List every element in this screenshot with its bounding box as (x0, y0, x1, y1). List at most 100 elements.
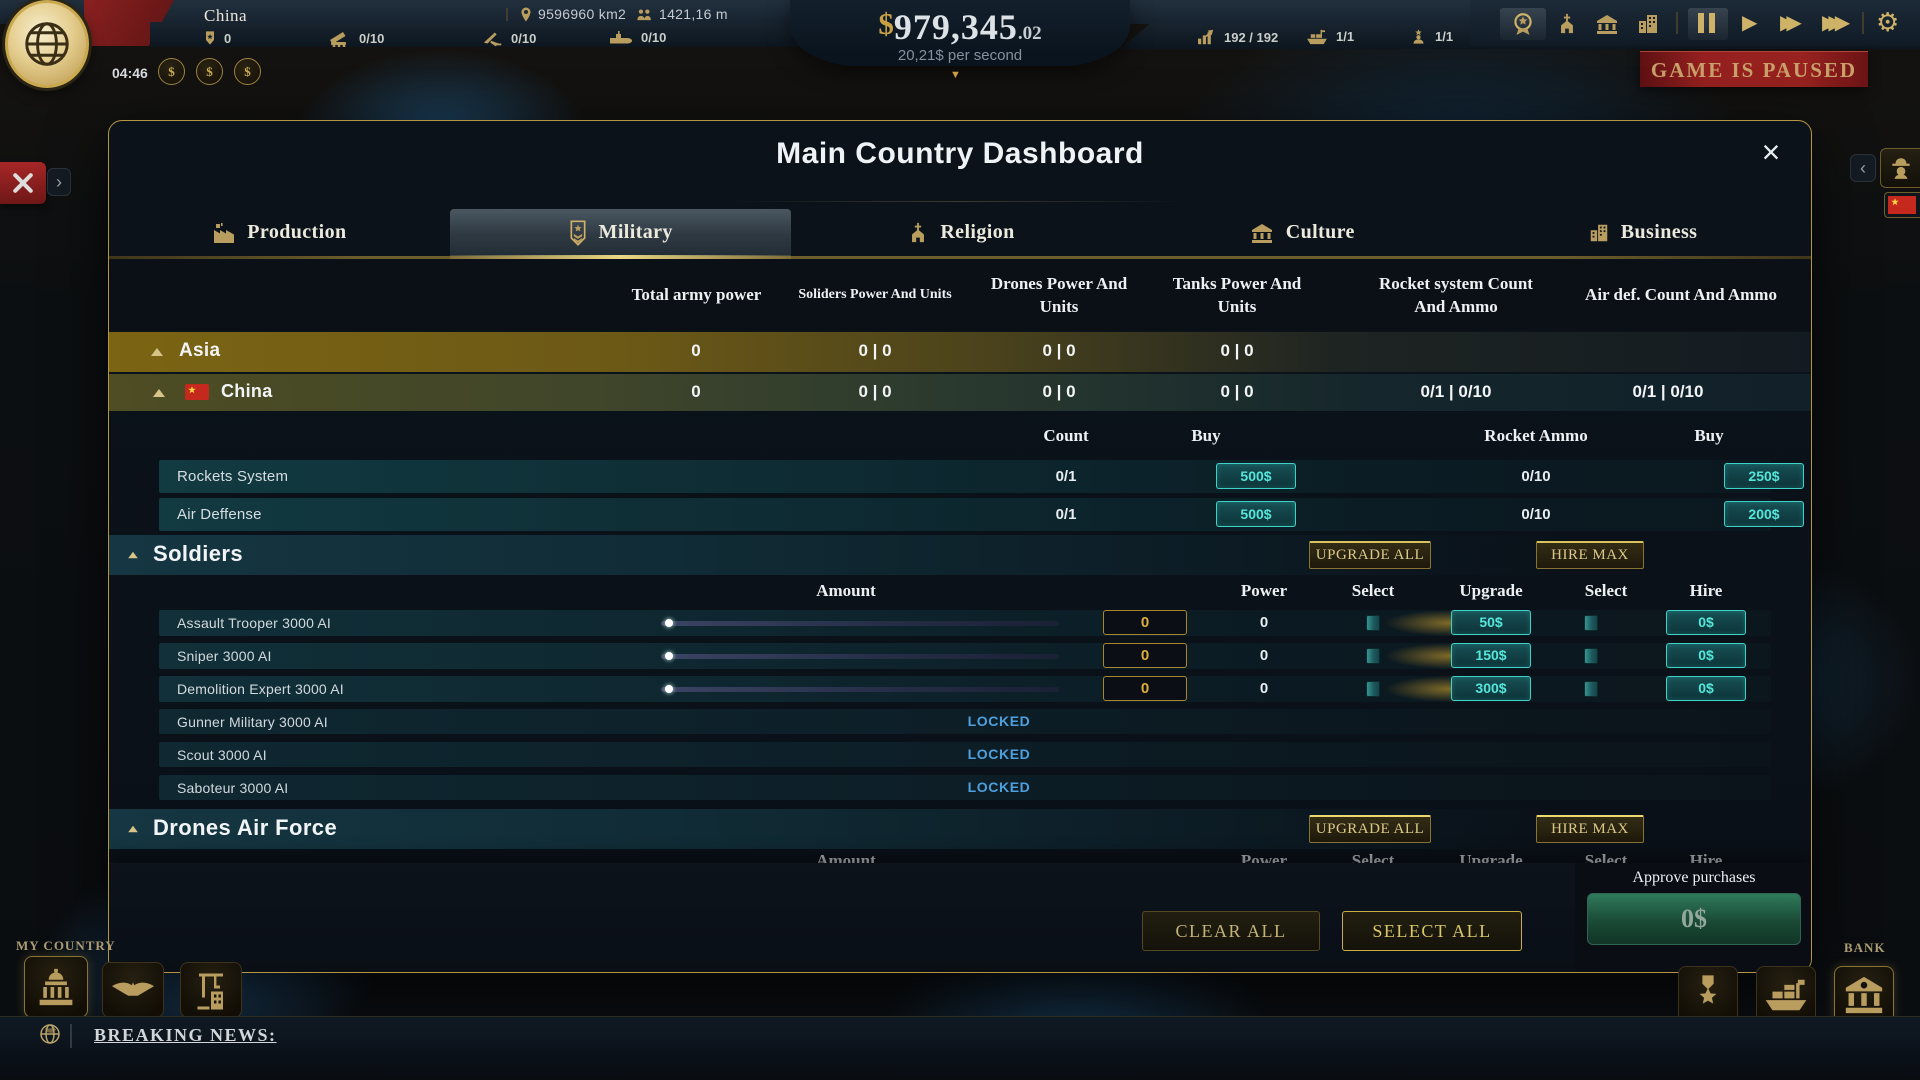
unit-name: Assault Trooper 3000 AI (177, 615, 332, 631)
buy-rocket-system-button[interactable]: 500$ (1216, 463, 1296, 489)
expand-left-panel-chevron[interactable]: › (47, 168, 71, 196)
table-row-air-defense: Air Deffense 0/1 500$ 0/10 200$ (159, 498, 1804, 531)
balance-amount: 979,345 (893, 7, 1018, 47)
globe-logo[interactable] (5, 0, 89, 88)
country-rocket-systems: 0/1 | 0/10 (1420, 382, 1492, 401)
awards-button[interactable] (1678, 966, 1738, 1024)
buy-air-defense-button[interactable]: 500$ (1216, 501, 1296, 527)
upgrade-all-button[interactable]: UPGRADE ALL (1309, 541, 1431, 569)
collapse-right-panel-chevron[interactable]: ‹ (1850, 154, 1876, 182)
money-bag-icon[interactable]: $ (196, 58, 223, 85)
country-flag-button[interactable] (1884, 192, 1920, 218)
upgrade-button[interactable]: 300$ (1451, 676, 1531, 701)
collapse-arrow-icon[interactable] (151, 348, 163, 356)
tab-label: Culture (1285, 221, 1355, 243)
tab-military[interactable]: Military (449, 209, 791, 256)
income-per-second: 20,21$ per second (897, 47, 1023, 64)
upgrade-button[interactable]: 50$ (1451, 610, 1531, 635)
tab-production[interactable]: Production (109, 209, 450, 256)
collapse-arrow-icon[interactable] (153, 389, 165, 397)
hire-select-checkbox[interactable] (1584, 615, 1598, 631)
business-toolbar-icon[interactable] (1636, 12, 1660, 36)
units-amount-header: Amount (816, 851, 876, 864)
growth-chart-icon (1196, 29, 1216, 45)
units-select-header: Select (1351, 581, 1395, 600)
play-speed2-button[interactable]: ▶▶ (1780, 12, 1802, 34)
amount-input[interactable]: 0 (1103, 676, 1187, 701)
slider-knob[interactable] (665, 652, 673, 660)
my-country-capitol-button[interactable] (24, 956, 88, 1018)
amount-slider[interactable] (661, 652, 1059, 660)
money-bag-icon[interactable]: $ (158, 58, 185, 85)
amount-input[interactable]: 0 (1103, 610, 1187, 635)
hire-select-checkbox[interactable] (1584, 681, 1598, 697)
upgrade-select-checkbox[interactable] (1366, 681, 1380, 697)
navy-trade-button[interactable] (1756, 966, 1816, 1024)
rocket-launcher-stat: 0/10 (328, 29, 384, 47)
approve-purchases-button[interactable]: 0$ (1587, 893, 1801, 945)
chevron-down-icon[interactable]: ▼ (950, 69, 961, 81)
trade-ships-stat: 1/1 (1306, 28, 1354, 45)
war-flag-button[interactable] (0, 162, 46, 204)
amount-slider[interactable] (661, 685, 1059, 693)
select-all-button[interactable]: SELECT ALL (1342, 911, 1522, 951)
map-pin-icon (520, 7, 532, 22)
play-speed3-button[interactable]: ▶▶▶ (1822, 12, 1850, 34)
divider (70, 1024, 72, 1048)
main-country-dashboard-modal: Main Country Dashboard × Production Mili… (108, 120, 1812, 973)
upgrade-select-checkbox[interactable] (1366, 648, 1380, 664)
units-amount-header: Amount (816, 581, 876, 600)
religion-toolbar-icon[interactable] (1556, 12, 1578, 36)
tab-culture[interactable]: Culture (1131, 209, 1472, 256)
bank-button[interactable] (1834, 966, 1894, 1024)
tab-underline (109, 256, 1811, 259)
upgrade-button[interactable]: 150$ (1451, 643, 1531, 668)
hire-max-button[interactable]: HIRE MAX (1536, 815, 1644, 843)
locked-badge: LOCKED (967, 779, 1031, 795)
upgrade-all-button[interactable]: UPGRADE ALL (1309, 815, 1431, 843)
breaking-news-label[interactable]: BREAKING NEWS: (94, 1025, 277, 1045)
air-force-button[interactable] (102, 962, 164, 1018)
hire-select-checkbox[interactable] (1584, 648, 1598, 664)
pause-button[interactable] (1698, 13, 1715, 33)
achievements-icon[interactable] (1510, 11, 1536, 37)
slider-knob[interactable] (665, 685, 673, 693)
tab-religion[interactable]: Religion (791, 209, 1132, 256)
hire-button[interactable]: 0$ (1666, 610, 1746, 635)
active-tab-underline (450, 255, 791, 259)
collapse-arrow-icon[interactable] (128, 825, 138, 833)
tab-business[interactable]: Business (1472, 209, 1811, 256)
close-icon[interactable]: × (1761, 134, 1781, 170)
pause-highlight (1688, 8, 1728, 40)
country-row-china[interactable]: China 0 0 | 0 0 | 0 0 | 0 0/1 | 0/10 0/1… (109, 374, 1811, 411)
spy-panel-button[interactable] (1880, 148, 1920, 188)
artillery-value: 0/10 (511, 30, 537, 46)
construction-button[interactable] (180, 962, 242, 1018)
unit-name: Sniper 3000 AI (177, 648, 272, 664)
ranking-stat: 192 / 192 (1196, 29, 1278, 45)
hire-max-button[interactable]: HIRE MAX (1536, 541, 1644, 569)
money-bag-icon[interactable]: $ (234, 58, 261, 85)
clear-all-button[interactable]: CLEAR ALL (1142, 911, 1320, 951)
submarine-icon (608, 29, 634, 45)
amount-input[interactable]: 0 (1103, 643, 1187, 668)
column-header: Air def. Count And Ammo (1585, 285, 1777, 305)
play-speed1-button[interactable]: ▶ (1742, 12, 1758, 34)
hire-button[interactable]: 0$ (1666, 676, 1746, 701)
table-row-locked: Saboteur 3000 AI LOCKED (109, 775, 1811, 800)
slider-knob[interactable] (665, 619, 673, 627)
settings-gear-icon[interactable]: ⚙ (1876, 7, 1900, 37)
upgrade-select-checkbox[interactable] (1366, 615, 1380, 631)
buy-rocket-ammo-button[interactable]: 250$ (1724, 463, 1804, 489)
defense-row-name: Air Deffense (177, 506, 262, 523)
collapse-arrow-icon[interactable] (128, 551, 138, 559)
unit-power: 0 (1259, 680, 1269, 697)
region-row-asia[interactable]: Asia 0 0 | 0 0 | 0 0 | 0 (109, 332, 1811, 372)
units-upgrade-header: Upgrade (1459, 581, 1523, 600)
table-row-assault-trooper: Assault Trooper 3000 AI 0 0 50$ 0$ (109, 606, 1811, 640)
hire-button[interactable]: 0$ (1666, 643, 1746, 668)
buy-air-defense-ammo-button[interactable]: 200$ (1724, 501, 1804, 527)
amount-slider[interactable] (661, 619, 1059, 627)
table-row-locked: Gunner Military 3000 AI LOCKED (109, 709, 1811, 734)
culture-toolbar-icon[interactable] (1594, 13, 1620, 35)
